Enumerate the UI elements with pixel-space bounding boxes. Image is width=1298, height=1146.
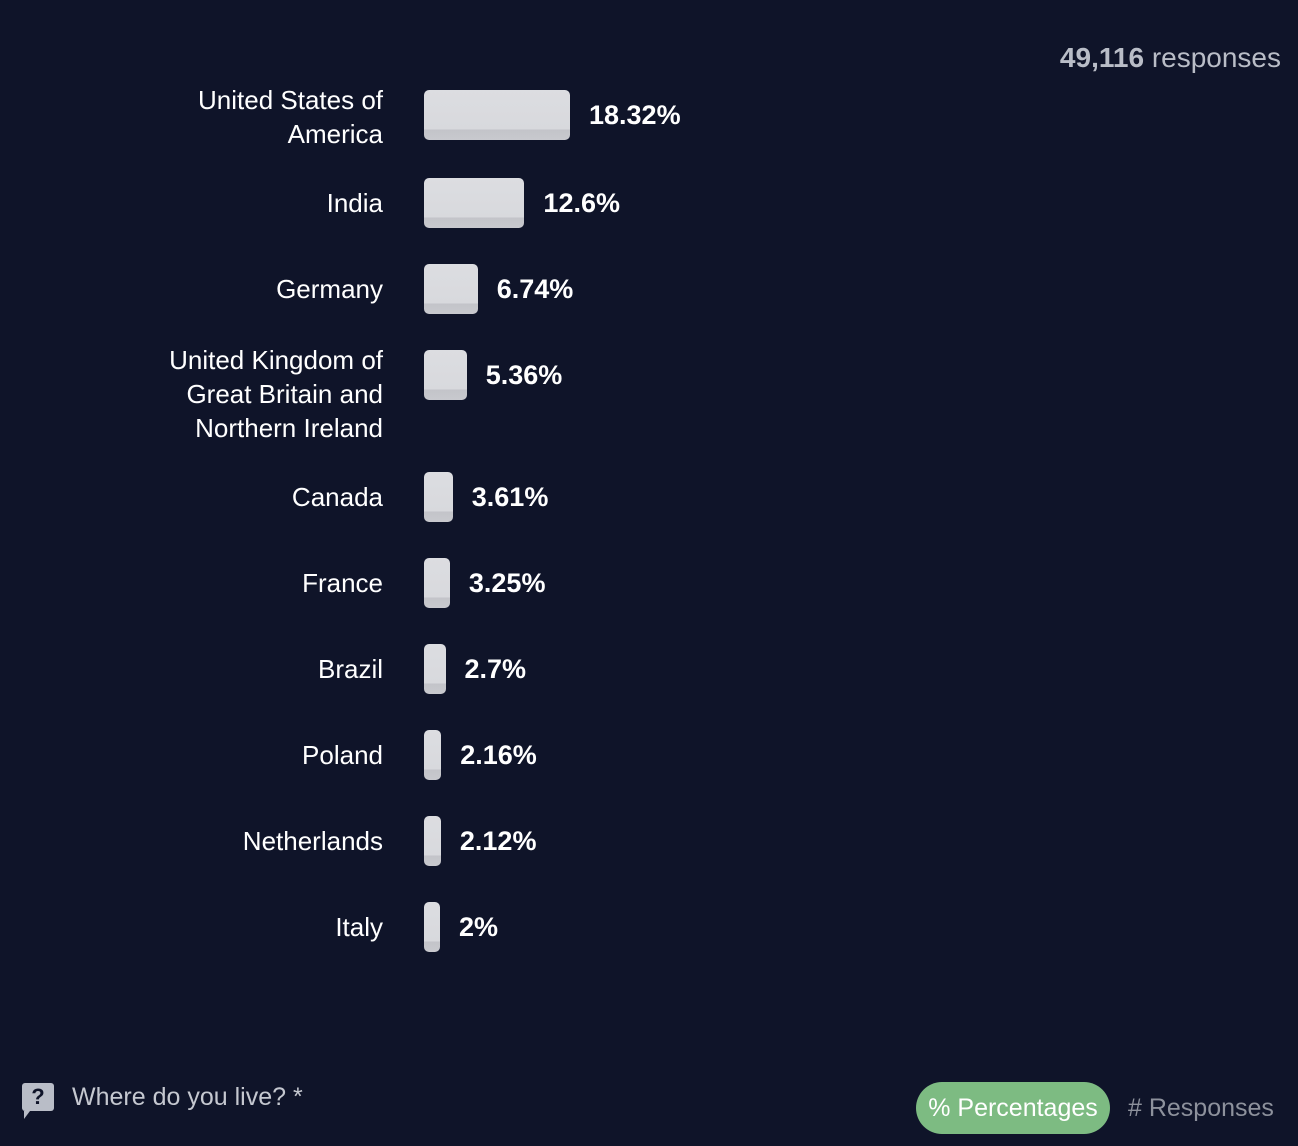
bar xyxy=(424,730,442,780)
value-label: 2% xyxy=(459,912,499,942)
category-label: Canada xyxy=(291,482,383,512)
question-help-icon: ? xyxy=(22,1083,54,1119)
value-label: 2.12% xyxy=(459,826,537,856)
responses-toggle-button[interactable]: # Responses xyxy=(1128,1094,1274,1122)
category-label: Germany xyxy=(276,274,383,304)
bar xyxy=(424,816,441,866)
value-label: 5.36% xyxy=(485,360,563,390)
response-count-suffix: responses xyxy=(1151,42,1281,73)
response-count: 49,116 responses xyxy=(1060,42,1281,74)
bar xyxy=(424,350,467,400)
category-label: France xyxy=(302,568,383,598)
category-label: Netherlands xyxy=(242,826,383,856)
bar xyxy=(424,472,453,522)
value-label: 3.61% xyxy=(471,482,549,512)
bar xyxy=(424,644,446,694)
value-label: 18.32% xyxy=(589,100,681,130)
value-label: 3.25% xyxy=(468,568,546,598)
category-label: India xyxy=(326,188,383,218)
category-label: Poland xyxy=(302,740,383,770)
category-label: Brazil xyxy=(317,654,383,684)
bar xyxy=(424,90,570,140)
value-label: 6.74% xyxy=(496,274,574,304)
value-label: 12.6% xyxy=(543,188,620,218)
bar xyxy=(424,264,478,314)
bar xyxy=(424,558,450,608)
question-text: Where do you live? * xyxy=(72,1083,303,1111)
percentages-toggle-button[interactable]: % Percentages xyxy=(916,1082,1110,1134)
category-label: United Kingdom of Great Britain and Nort… xyxy=(169,345,383,443)
category-label: United States of America xyxy=(198,85,383,149)
response-count-number: 49,116 xyxy=(1059,42,1145,73)
value-label: 2.16% xyxy=(460,740,537,770)
value-label: 2.7% xyxy=(464,654,527,684)
bar xyxy=(424,178,525,228)
bar xyxy=(424,902,440,952)
category-label: Italy xyxy=(335,912,383,942)
